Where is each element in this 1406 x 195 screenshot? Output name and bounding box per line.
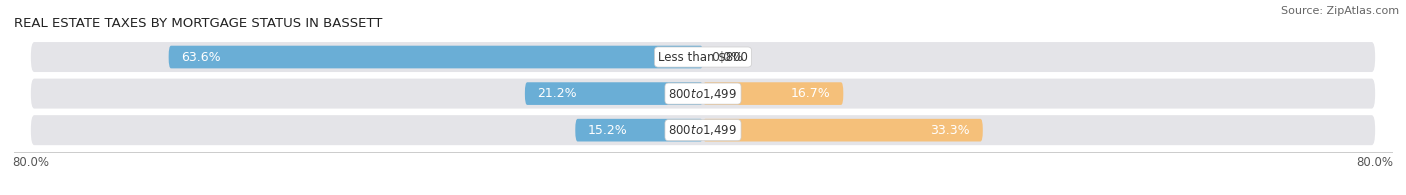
Text: 16.7%: 16.7% — [792, 87, 831, 100]
Text: 21.2%: 21.2% — [537, 87, 576, 100]
Text: $800 to $1,499: $800 to $1,499 — [668, 123, 738, 137]
Text: Source: ZipAtlas.com: Source: ZipAtlas.com — [1281, 6, 1399, 16]
FancyBboxPatch shape — [575, 119, 703, 142]
Text: 15.2%: 15.2% — [588, 124, 627, 137]
Text: 63.6%: 63.6% — [181, 51, 221, 64]
FancyBboxPatch shape — [169, 46, 703, 68]
Legend: Without Mortgage, With Mortgage: Without Mortgage, With Mortgage — [579, 192, 827, 195]
Text: Less than $800: Less than $800 — [658, 51, 748, 64]
Text: REAL ESTATE TAXES BY MORTGAGE STATUS IN BASSETT: REAL ESTATE TAXES BY MORTGAGE STATUS IN … — [14, 17, 382, 30]
Text: $800 to $1,499: $800 to $1,499 — [668, 87, 738, 101]
FancyBboxPatch shape — [703, 119, 983, 142]
Text: 0.0%: 0.0% — [711, 51, 744, 64]
Text: 33.3%: 33.3% — [931, 124, 970, 137]
FancyBboxPatch shape — [703, 82, 844, 105]
FancyBboxPatch shape — [524, 82, 703, 105]
FancyBboxPatch shape — [31, 42, 1375, 72]
FancyBboxPatch shape — [31, 79, 1375, 109]
FancyBboxPatch shape — [31, 115, 1375, 145]
